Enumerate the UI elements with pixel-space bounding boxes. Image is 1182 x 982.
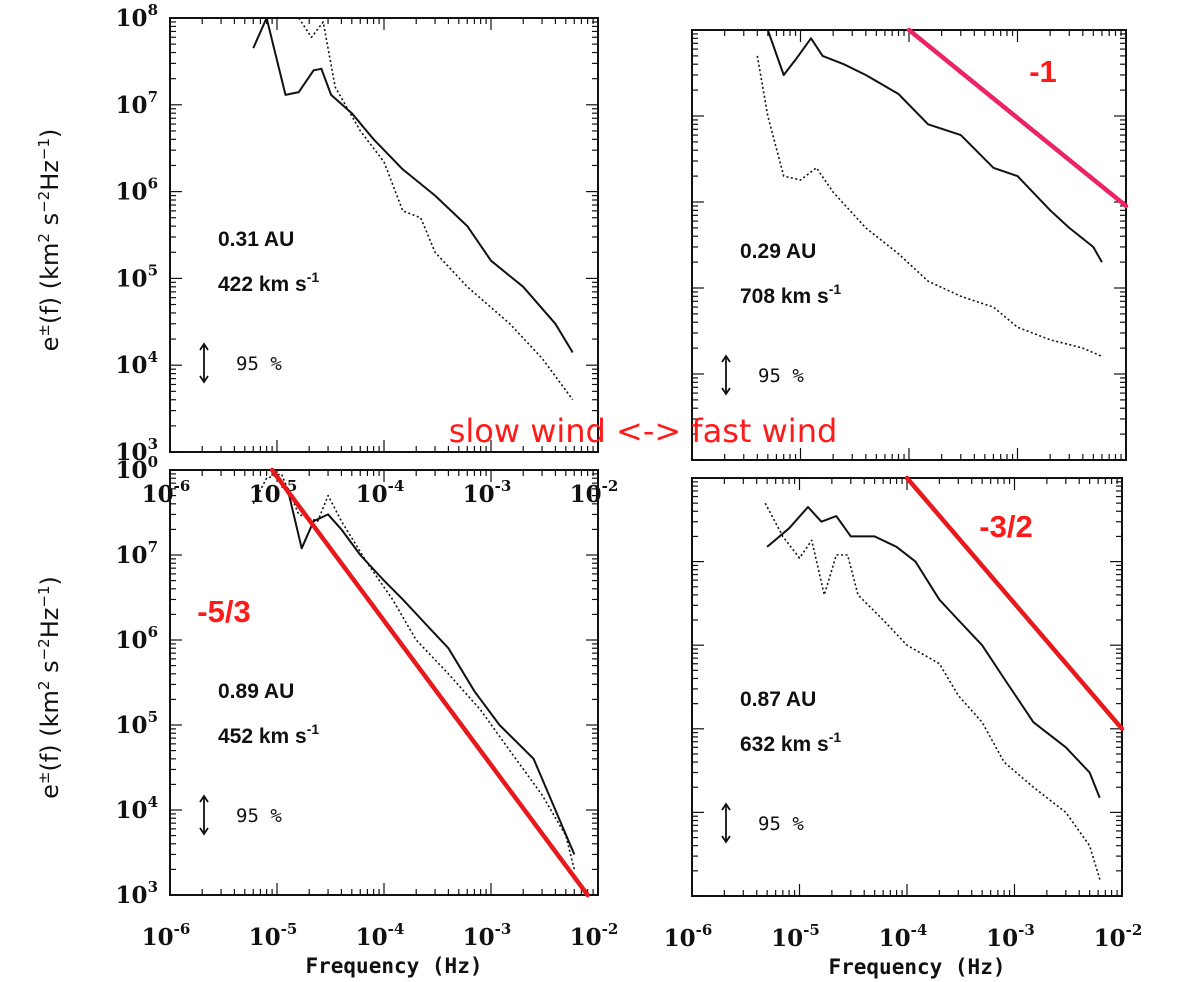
center-label: slow wind <-> fast wind	[449, 412, 838, 450]
series-dotted	[756, 55, 1103, 358]
distance-label: 0.31 AU	[218, 228, 294, 251]
confidence-label: 95 %	[758, 813, 804, 835]
confidence-label: 95 %	[758, 365, 804, 387]
y-tick-label: 104	[116, 793, 158, 824]
series-solid	[766, 506, 1101, 799]
x-tick-label: 10-6	[664, 921, 713, 952]
slope-label: -1	[1029, 54, 1057, 89]
distance-label: 0.87 AU	[740, 688, 816, 711]
x-axis-title: Frequency (Hz)	[305, 954, 482, 978]
error-bar-icon	[721, 802, 731, 844]
x-tick-label: 10-6	[142, 477, 191, 508]
series-solid	[766, 29, 1103, 263]
speed-label: 452 km s-1	[218, 721, 319, 748]
distance-label: 0.89 AU	[218, 680, 294, 703]
distance-label: 0.29 AU	[740, 240, 816, 263]
x-tick-label: 10-3	[463, 920, 512, 951]
y-tick-label: 105	[116, 261, 158, 292]
confidence-label: 95 %	[236, 805, 282, 827]
series-solid	[252, 17, 574, 354]
x-tick-label: 10-2	[570, 920, 619, 951]
y-axis-title: e±(f) (km2 s−2Hz−1)	[35, 129, 64, 352]
axis-ticks	[691, 30, 1126, 461]
y-tick-label: 103	[116, 435, 158, 466]
series-dotted	[298, 17, 574, 401]
x-tick-label: 10-6	[142, 920, 191, 951]
panel-top-right: -1 0.29 AU 708 km s-1 95 %	[691, 27, 1129, 461]
y-tick-label: 107	[116, 88, 158, 119]
speed-label: 708 km s-1	[740, 281, 841, 308]
fit-line	[906, 27, 1129, 209]
y-tick-label: 104	[116, 348, 158, 379]
panel-bottom-left: 100 107 106 105 104 103 10-6 10-5 10-4 10-3 10-2 Fr…	[35, 453, 618, 978]
x-tick-label: 10-5	[771, 921, 820, 952]
fit-line	[904, 475, 1125, 732]
x-tick-label: 10-4	[356, 920, 405, 951]
y-tick-label: 107	[116, 538, 158, 569]
series-solid	[271, 469, 576, 855]
panel-bottom-right: 10-6 10-5 10-4 10-3 10-2 Frequency (Hz) -3/2 0.…	[664, 475, 1143, 979]
speed-label: 632 km s-1	[740, 729, 841, 756]
series-dotted	[764, 502, 1102, 882]
y-tick-label: 105	[116, 708, 158, 739]
y-tick-label: 100	[116, 453, 158, 484]
y-axis-title: e±(f) (km2 s−2Hz−1)	[35, 576, 64, 799]
x-tick-label: 10-3	[463, 477, 512, 508]
plot-frame	[691, 477, 1123, 897]
error-bar-icon	[721, 354, 731, 396]
y-tick-label: 106	[116, 623, 158, 654]
slope-label: -5/3	[197, 594, 250, 629]
axis-ticks	[691, 478, 1122, 897]
x-tick-label: 10-5	[249, 920, 298, 951]
x-axis-title: Frequency (Hz)	[828, 955, 1005, 979]
x-tick-label: 10-3	[986, 921, 1035, 952]
y-tick-label: 103	[116, 878, 158, 909]
series-dotted	[252, 473, 576, 870]
speed-label: 422 km s-1	[218, 269, 319, 296]
error-bar-icon	[199, 342, 209, 384]
y-tick-label: 106	[116, 175, 158, 206]
x-tick-label: 10-4	[356, 477, 405, 508]
x-tick-label: 10-4	[879, 921, 928, 952]
error-bar-icon	[199, 794, 209, 836]
axis-ticks	[169, 18, 598, 453]
x-tick-label: 10-2	[1094, 921, 1143, 952]
slope-label: -3/2	[979, 509, 1032, 544]
confidence-label: 95 %	[236, 353, 282, 375]
fit-line	[269, 467, 590, 898]
y-tick-label: 108	[116, 1, 158, 32]
